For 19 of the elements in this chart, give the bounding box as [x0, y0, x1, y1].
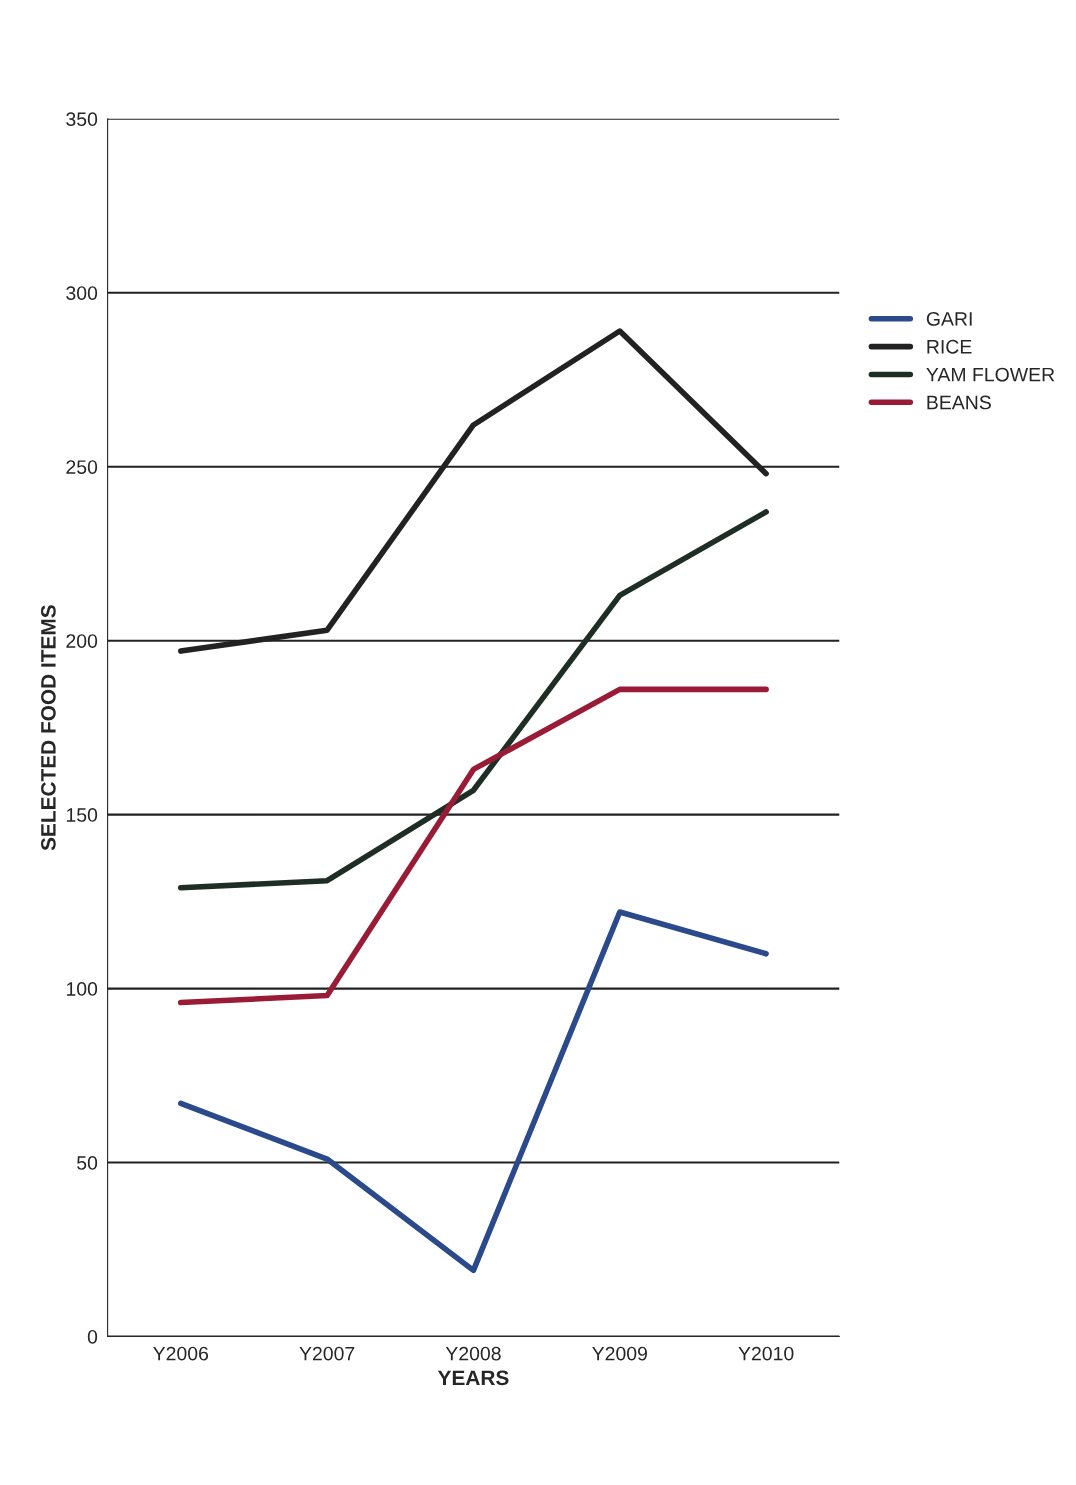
y-axis-title: SELECTED FOOD ITEMS — [41, 605, 56, 851]
x-tick-label: Y2008 — [445, 1346, 501, 1361]
y-tick-label: 150 — [66, 808, 98, 822]
legend-label: RICE — [927, 339, 972, 354]
x-tick-label: Y2010 — [738, 1346, 794, 1361]
y-tick-label: 100 — [66, 982, 98, 996]
y-tick-label: 0 — [87, 1329, 98, 1344]
x-tick-label: Y2007 — [299, 1346, 355, 1361]
y-tick-label: 250 — [66, 460, 98, 474]
y-tick-label: 300 — [66, 286, 98, 300]
y-tick-label: 200 — [66, 634, 98, 648]
legend-label: BEANS — [927, 395, 991, 410]
x-axis-title: YEARS — [437, 1370, 509, 1386]
y-tick-label: 50 — [77, 1156, 98, 1170]
x-tick-label: Y2009 — [592, 1346, 647, 1361]
y-tick-label: 350 — [66, 112, 98, 127]
legend-label: GARI — [926, 312, 972, 326]
legend-label: YAM FLOWER — [926, 367, 1055, 382]
x-tick-label: Y2006 — [153, 1346, 209, 1361]
